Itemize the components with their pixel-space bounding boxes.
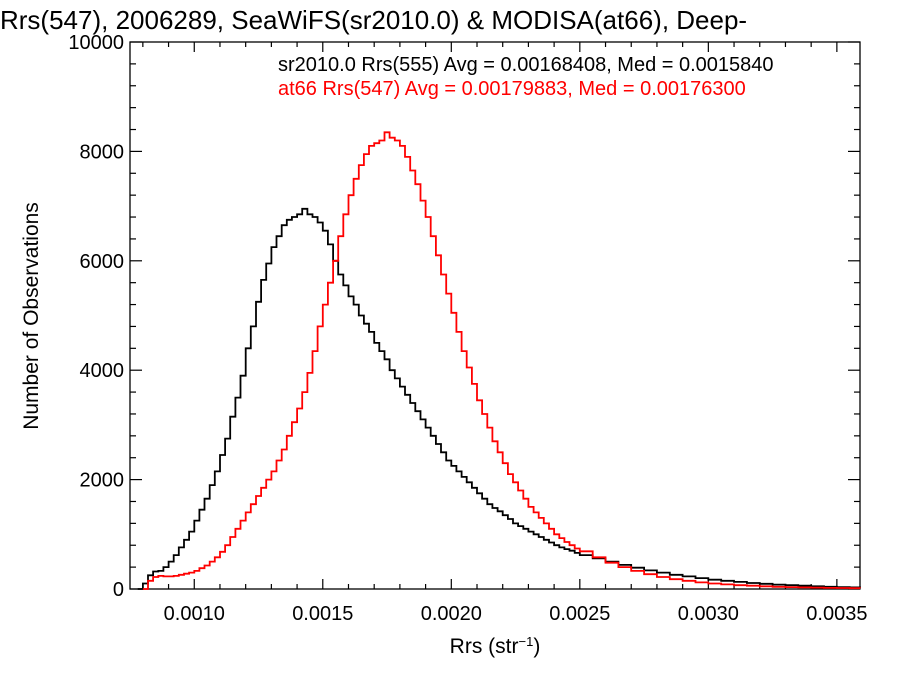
stat-annotations: sr2010.0 Rrs(555) Avg = 0.00168408, Med … [278,54,774,100]
x-tick-label: 0.0010 [164,603,225,625]
y-tick-label: 8000 [80,141,125,163]
y-tick-label: 0 [113,579,124,601]
stats-annotation-at66: at66 Rrs(547) Avg = 0.00179883, Med = 0.… [278,78,746,100]
y-axis-label: Number of Observations [20,202,43,430]
x-tick-label: 0.0030 [678,603,739,625]
x-tick-label: 0.0015 [292,603,353,625]
chart-title: Rrs(547), 2006289, SeaWiFS(sr2010.0) & M… [0,5,747,35]
x-axis-label-close: ) [533,635,540,658]
y-tick-label: 2000 [80,470,125,492]
plot-series [137,131,861,590]
y-tick-label: 6000 [80,251,125,273]
plot-frame [129,41,861,590]
stats-annotation-sr2010: sr2010.0 Rrs(555) Avg = 0.00168408, Med … [278,54,774,76]
x-tick-label: 0.0035 [806,603,867,625]
tick-labels: 0.0010 0.0015 0.0020 0.0025 0.0030 0.0035 0 200… [68,32,867,625]
y-tick-label: 4000 [80,360,125,382]
x-axis-label-superscript: −1 [519,634,534,649]
series-line-at66 [142,131,861,590]
x-axis-label-main: Rrs (str [450,635,519,658]
x-axis-label: Rrs (str−1) [450,634,541,658]
x-tick-label: 0.0025 [549,603,610,625]
axis-ticks [130,41,860,590]
x-tick-label: 0.0020 [421,603,482,625]
y-tick-label: 10000 [68,32,124,54]
series-line-sr2010 [137,207,861,590]
